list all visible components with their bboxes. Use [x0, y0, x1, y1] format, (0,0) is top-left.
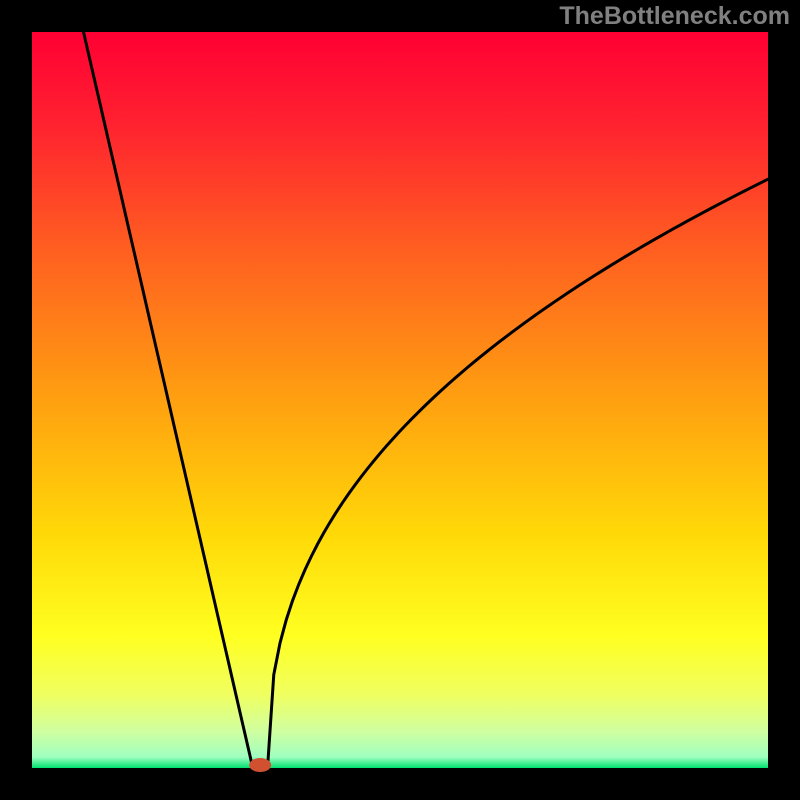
heat-gradient [32, 32, 768, 768]
watermark-label: TheBottleneck.com [559, 2, 790, 31]
bottleneck-chart [0, 0, 800, 800]
optimal-marker [249, 758, 271, 772]
chart-container: TheBottleneck.com [0, 0, 800, 800]
